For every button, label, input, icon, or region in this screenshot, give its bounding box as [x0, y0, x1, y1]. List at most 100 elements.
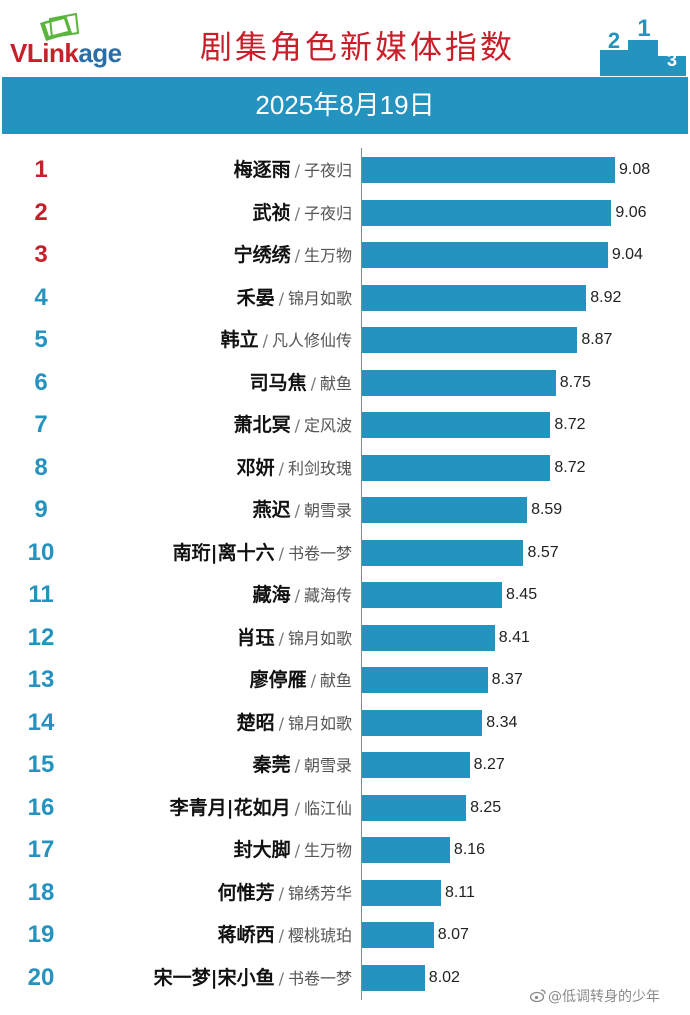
bar	[362, 582, 502, 608]
podium-number-1: 1	[637, 15, 650, 42]
podium-number-3: 3	[667, 50, 677, 70]
rank-number: 9	[34, 496, 48, 523]
row-label: 蒋峤西 / 樱桃琥珀	[80, 920, 352, 951]
rank-number: 4	[34, 283, 48, 311]
bar-value-label: 8.59	[531, 501, 563, 518]
character-name: 廖停雁	[249, 669, 307, 691]
bar	[362, 709, 483, 736]
bar	[362, 454, 551, 481]
character-name: 何惟芳	[217, 881, 275, 904]
weibo-icon	[530, 989, 546, 1002]
character-name: 封大脚	[233, 839, 291, 861]
row-label: 秦莞 / 朝雪录	[80, 750, 352, 781]
drama-name: 藏海传	[303, 586, 352, 605]
drama-name: 献鱼	[319, 373, 352, 393]
bar	[362, 242, 608, 268]
rank-number: 8	[34, 453, 48, 481]
bar-value-label: 8.16	[453, 841, 486, 858]
character-name: 邓妍	[236, 456, 275, 479]
rank-number: 10	[27, 538, 55, 566]
row-label: 韩立 / 凡人修仙传	[80, 325, 352, 356]
label-separator: /	[278, 628, 284, 648]
rank-number: 3	[34, 241, 48, 268]
drama-name: 利剑玫瑰	[287, 458, 352, 478]
row-label: 封大脚 / 生万物	[80, 835, 352, 866]
bar-value-label: 8.37	[491, 671, 523, 688]
character-name: 肖珏	[236, 626, 275, 649]
bar	[362, 964, 425, 991]
character-name: 李青月|花如月	[169, 796, 291, 819]
character-name: 燕迟	[252, 499, 291, 521]
rank-number: 7	[34, 411, 48, 438]
logo-text: VLinkage	[10, 38, 122, 69]
drama-name: 子夜归	[303, 161, 352, 180]
label-separator: /	[310, 373, 316, 393]
drama-name: 锦月如歌	[287, 288, 352, 308]
bar	[362, 624, 495, 651]
chart-axis-line	[361, 148, 362, 1000]
date-banner: 2025年8月19日	[2, 77, 688, 134]
character-name: 宁绣绣	[233, 244, 291, 266]
bar	[362, 794, 467, 821]
row-label: 司马焦 / 献鱼	[80, 368, 352, 399]
drama-name: 书卷一梦	[287, 543, 352, 563]
label-separator: /	[294, 161, 300, 180]
drama-name: 锦月如歌	[287, 628, 352, 648]
bar	[362, 667, 488, 693]
bar-value-label: 8.41	[498, 628, 530, 646]
bar-value-label: 8.07	[437, 926, 469, 943]
rank-number: 16	[27, 793, 55, 821]
bar-value-label: 8.75	[559, 373, 591, 391]
logo-text-prefix: VL	[10, 38, 43, 68]
bar-value-label: 9.06	[615, 203, 647, 221]
logo-text-middle: ink	[42, 38, 79, 68]
label-separator: /	[294, 246, 300, 265]
row-label: 萧北冥 / 定风波	[80, 410, 352, 441]
bar-value-label: 8.25	[470, 798, 502, 816]
watermark: @低调转身的少年	[530, 986, 660, 1006]
label-separator: /	[310, 671, 316, 690]
podium-icon: 2 1 3	[600, 15, 686, 76]
label-separator: /	[278, 926, 284, 945]
bar-value-label: 8.92	[590, 288, 622, 306]
label-separator: /	[294, 798, 300, 818]
label-separator: /	[262, 331, 268, 350]
drama-name: 朝雪录	[303, 756, 352, 775]
label-separator: /	[294, 756, 300, 775]
label-separator: /	[278, 968, 284, 988]
drama-name: 献鱼	[319, 671, 352, 690]
rank-number: 12	[27, 623, 55, 651]
character-name: 藏海	[252, 584, 291, 606]
rank-number: 18	[27, 878, 55, 906]
label-separator: /	[278, 288, 284, 308]
bar	[362, 327, 578, 353]
label-separator: /	[294, 203, 300, 223]
character-name: 蒋峤西	[217, 924, 275, 946]
podium-number-2: 2	[608, 28, 620, 53]
bar-value-label: 8.34	[486, 713, 518, 731]
bar-value-label: 8.72	[554, 416, 586, 433]
rank-number: 11	[28, 581, 54, 608]
row-label: 邓妍 / 利剑玫瑰	[80, 453, 352, 484]
row-label: 廖停雁 / 献鱼	[80, 665, 352, 696]
character-name: 宋一梦|宋小鱼	[153, 966, 275, 989]
bar	[362, 497, 528, 523]
bar	[362, 199, 612, 226]
rank-number: 19	[27, 921, 55, 948]
vlinkage-logo: VLinkage	[10, 10, 170, 70]
bar-value-label: 8.27	[473, 756, 505, 773]
row-label: 李青月|花如月 / 临江仙	[80, 793, 352, 824]
drama-name: 凡人修仙传	[271, 331, 352, 350]
label-separator: /	[294, 586, 300, 605]
drama-name: 生万物	[303, 841, 352, 860]
row-label: 肖珏 / 锦月如歌	[80, 623, 352, 654]
character-name: 司马焦	[249, 371, 307, 394]
row-label: 楚昭 / 锦月如歌	[80, 708, 352, 739]
bar	[362, 752, 470, 778]
bar	[362, 412, 551, 438]
drama-name: 定风波	[303, 416, 352, 435]
row-label: 藏海 / 藏海传	[80, 580, 352, 611]
label-separator: /	[294, 501, 300, 520]
bar-value-label: 8.11	[444, 883, 475, 901]
